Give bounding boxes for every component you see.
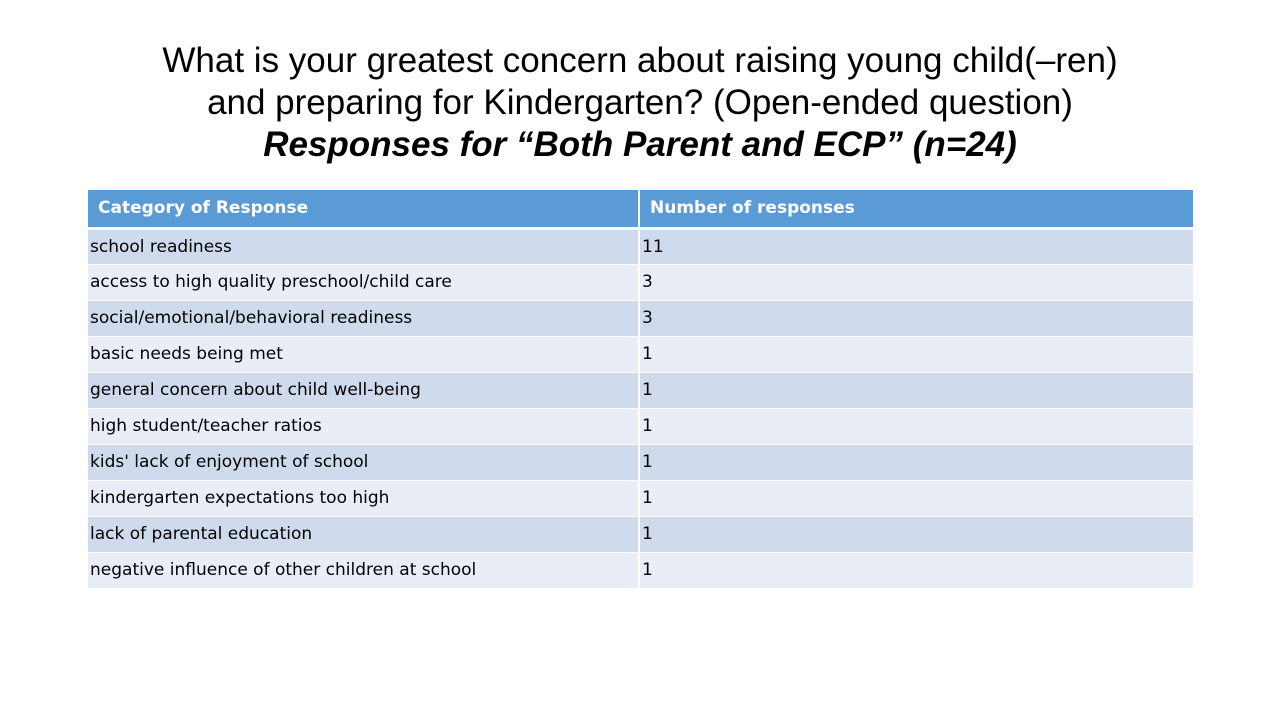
table-row: access to high quality preschool/child c… bbox=[88, 264, 1193, 301]
category-cell: kids' lack of enjoyment of school bbox=[88, 444, 639, 481]
table-row: kids' lack of enjoyment of school 1 bbox=[88, 444, 1193, 481]
count-cell: 1 bbox=[638, 552, 1193, 589]
count-cell: 1 bbox=[638, 480, 1193, 517]
table-row: lack of parental education 1 bbox=[88, 516, 1193, 553]
table-row: general concern about child well-being 1 bbox=[88, 372, 1193, 409]
table-header-row: Category of Response Number of responses bbox=[88, 190, 1193, 230]
table-row: high student/teacher ratios 1 bbox=[88, 408, 1193, 445]
column-header-count: Number of responses bbox=[638, 190, 1193, 230]
category-cell: lack of parental education bbox=[88, 516, 639, 553]
title-line-2: and preparing for Kindergarten? (Open-en… bbox=[207, 83, 1073, 122]
responses-table: Category of Response Number of responses… bbox=[88, 190, 1193, 589]
table-row: school readiness 11 bbox=[88, 228, 1193, 265]
table-row: social/emotional/behavioral readiness 3 bbox=[88, 300, 1193, 337]
slide-title: What is your greatest concern about rais… bbox=[0, 40, 1280, 166]
category-cell: school readiness bbox=[88, 228, 639, 265]
count-cell: 1 bbox=[638, 516, 1193, 553]
count-cell: 1 bbox=[638, 336, 1193, 373]
count-cell: 3 bbox=[638, 300, 1193, 337]
count-cell: 1 bbox=[638, 408, 1193, 445]
category-cell: basic needs being met bbox=[88, 336, 639, 373]
column-header-category: Category of Response bbox=[88, 190, 639, 230]
category-cell: kindergarten expectations too high bbox=[88, 480, 639, 517]
table-row: negative influence of other children at … bbox=[88, 552, 1193, 589]
category-cell: high student/teacher ratios bbox=[88, 408, 639, 445]
category-cell: general concern about child well-being bbox=[88, 372, 639, 409]
count-cell: 3 bbox=[638, 264, 1193, 301]
count-cell: 1 bbox=[638, 444, 1193, 481]
table-row: kindergarten expectations too high 1 bbox=[88, 480, 1193, 517]
category-cell: social/emotional/behavioral readiness bbox=[88, 300, 639, 337]
count-cell: 1 bbox=[638, 372, 1193, 409]
table-row: basic needs being met 1 bbox=[88, 336, 1193, 373]
category-cell: access to high quality preschool/child c… bbox=[88, 264, 639, 301]
title-subtitle: Responses for “Both Parent and ECP” (n=2… bbox=[263, 125, 1017, 164]
title-line-1: What is your greatest concern about rais… bbox=[162, 41, 1118, 80]
count-cell: 11 bbox=[638, 228, 1193, 265]
category-cell: negative influence of other children at … bbox=[88, 552, 639, 589]
